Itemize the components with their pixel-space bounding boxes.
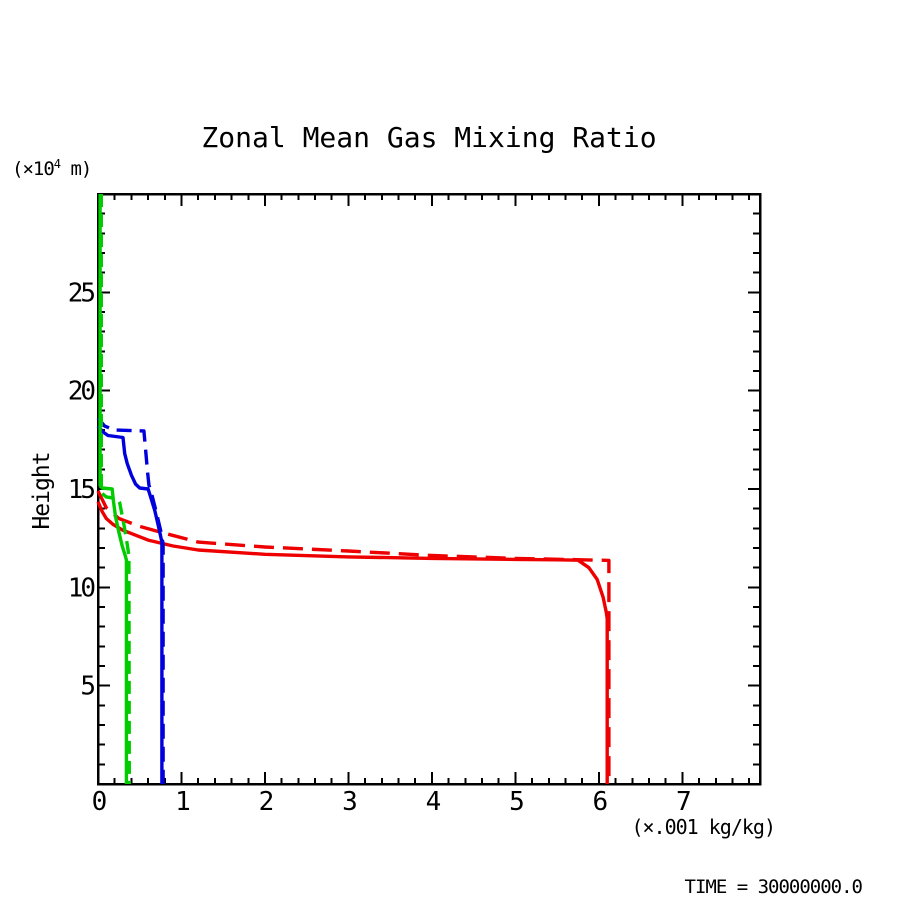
y-tick-label: 10 bbox=[68, 573, 95, 603]
x-tick-label: 7 bbox=[676, 787, 690, 817]
x-tick-label: 1 bbox=[175, 787, 189, 817]
y-axis-unit-label: (×104 m) bbox=[12, 157, 92, 180]
x-tick-label: 0 bbox=[92, 787, 106, 817]
x-tick-label: 2 bbox=[259, 787, 273, 817]
y-tick-label: 15 bbox=[68, 475, 95, 505]
series-blue-dashed-line bbox=[96, 417, 165, 784]
y-tick-label: 25 bbox=[68, 278, 95, 308]
series-red-solid-line bbox=[96, 501, 609, 784]
y-tick-label: 20 bbox=[68, 377, 95, 407]
x-tick-label: 4 bbox=[426, 787, 441, 817]
y-tick-label: 5 bbox=[80, 672, 94, 702]
y-unit-exponent: 4 bbox=[53, 157, 61, 171]
chart-title: Zonal Mean Gas Mixing Ratio bbox=[201, 121, 657, 154]
y-unit-suffix: m) bbox=[60, 158, 92, 180]
x-tick-label: 5 bbox=[509, 787, 523, 817]
y-axis-title: Height bbox=[29, 452, 55, 530]
series-red-dashed-line bbox=[96, 490, 611, 784]
x-axis-unit-label: (×.001 kg/kg) bbox=[631, 815, 776, 839]
x-tick-label: 3 bbox=[342, 787, 356, 817]
series-green-dashed-line bbox=[99, 194, 131, 785]
time-annotation: TIME = 30000000.0 bbox=[684, 876, 863, 898]
x-tick-label: 6 bbox=[593, 787, 607, 817]
series-green-solid-line bbox=[98, 194, 129, 784]
y-unit-prefix: (×10 bbox=[12, 158, 55, 180]
plot-frame bbox=[96, 192, 762, 786]
